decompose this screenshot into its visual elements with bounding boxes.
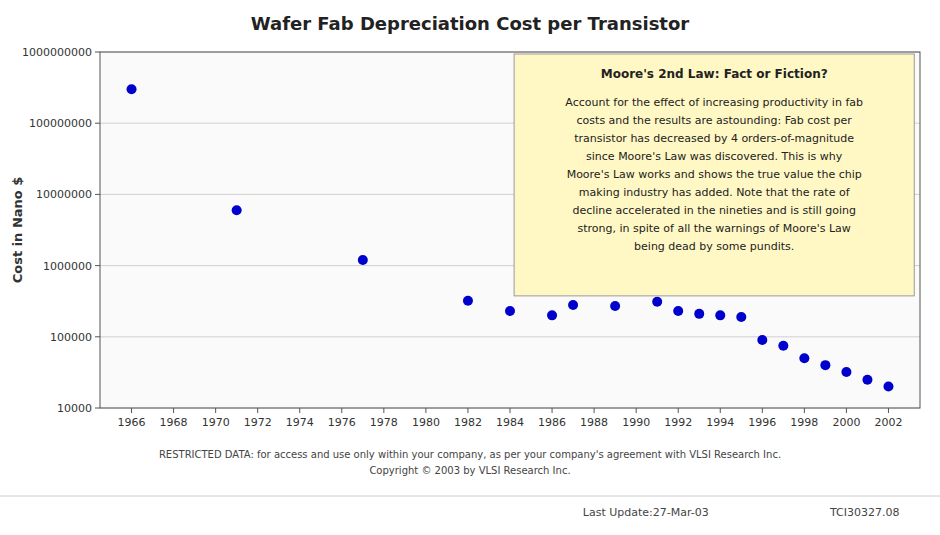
tick-label: 1986 xyxy=(538,416,566,429)
footer-text: Copyright © 2003 by VLSI Research Inc. xyxy=(369,465,570,476)
tick-label: 1000000000 xyxy=(22,46,92,59)
annotation: Moore's 2nd Law: Fact or Fiction? Account… xyxy=(514,54,914,296)
tick-mark xyxy=(383,408,384,413)
tick-label: 1980 xyxy=(412,416,440,429)
tick-label: 2000 xyxy=(832,416,860,429)
tick-mark xyxy=(299,408,300,413)
tick-mark xyxy=(594,408,595,413)
tick-mark xyxy=(467,408,468,413)
y-axis-label: Cost in Nano $ xyxy=(10,177,25,284)
tick-label: 1966 xyxy=(118,416,146,429)
tick-mark xyxy=(95,123,100,124)
point xyxy=(568,300,578,310)
point xyxy=(610,301,620,311)
point xyxy=(463,296,473,306)
tick-mark xyxy=(720,408,721,413)
tick-mark xyxy=(95,336,100,337)
tick-label: 1990 xyxy=(622,416,650,429)
tick-mark xyxy=(762,408,763,413)
tick-mark xyxy=(888,408,889,413)
plot-area xyxy=(100,52,920,408)
tick-mark xyxy=(636,408,637,413)
tick-mark xyxy=(678,408,679,413)
tick-label: 1000000 xyxy=(43,260,92,273)
point xyxy=(883,382,893,392)
tick-label: 1976 xyxy=(328,416,356,429)
footer-text: RESTRICTED DATA: for access and use only… xyxy=(159,449,781,460)
title: Wafer Fab Depreciation Cost per Transist… xyxy=(251,13,690,34)
tick-label: 1984 xyxy=(496,416,524,429)
tick-mark xyxy=(804,408,805,413)
tick-label: 10000000 xyxy=(36,188,92,201)
point xyxy=(841,367,851,377)
tick-label: 1972 xyxy=(244,416,272,429)
tick-label: 1992 xyxy=(664,416,692,429)
annotation-box xyxy=(514,54,914,296)
point xyxy=(715,310,725,320)
tick-label: 1970 xyxy=(202,416,230,429)
tick-mark xyxy=(95,408,100,409)
tick-mark xyxy=(131,408,132,413)
point xyxy=(232,205,242,215)
point xyxy=(547,310,557,320)
tick-label: 1982 xyxy=(454,416,482,429)
tick-label: 1998 xyxy=(790,416,818,429)
grid-line xyxy=(100,336,920,337)
tick-label: 1974 xyxy=(286,416,314,429)
point xyxy=(694,309,704,319)
tick-mark xyxy=(425,408,426,413)
tick-label: 1978 xyxy=(370,416,398,429)
tick-mark xyxy=(846,408,847,413)
point xyxy=(757,335,767,345)
point xyxy=(652,297,662,307)
y-axis: 10000 100000 1000000 10000000 100000000 10000… xyxy=(22,46,920,415)
tick-label: 2002 xyxy=(874,416,902,429)
tick-mark xyxy=(215,408,216,413)
point xyxy=(358,255,368,265)
point xyxy=(862,375,872,385)
plot-frame xyxy=(100,52,920,408)
tick-label: 100000000 xyxy=(29,117,92,130)
point xyxy=(736,312,746,322)
tick-label: 1968 xyxy=(160,416,188,429)
annotation-text: Account for the effect of increasing pro… xyxy=(565,96,863,253)
tick-label: 100000 xyxy=(50,331,92,344)
footer-text: TCI30327.08 xyxy=(829,506,900,519)
tick-mark xyxy=(95,265,100,266)
footer-text: Last Update:27-Mar-03 xyxy=(583,506,709,519)
tick-label: 10000 xyxy=(57,402,92,415)
tick-mark xyxy=(95,52,100,53)
tick-mark xyxy=(552,408,553,413)
point xyxy=(505,306,515,316)
tick-mark xyxy=(257,408,258,413)
x-axis: 1966 1968 1970 1972 1974 1976 1978 1980 1982 1984… xyxy=(118,408,903,429)
tick-mark xyxy=(95,194,100,195)
point xyxy=(799,353,809,363)
tick-mark xyxy=(510,408,511,413)
tick-label: 1994 xyxy=(706,416,734,429)
footer-rule xyxy=(0,496,940,497)
point xyxy=(820,360,830,370)
tick-mark xyxy=(173,408,174,413)
tick-label: 1996 xyxy=(748,416,776,429)
point xyxy=(673,306,683,316)
tick-mark xyxy=(341,408,342,413)
tick-label: 1988 xyxy=(580,416,608,429)
annotation-title: Moore's 2nd Law: Fact or Fiction? xyxy=(601,67,828,81)
chart: Wafer Fab Depreciation Cost per Transist… xyxy=(0,0,940,535)
point xyxy=(778,341,788,351)
point xyxy=(127,84,137,94)
